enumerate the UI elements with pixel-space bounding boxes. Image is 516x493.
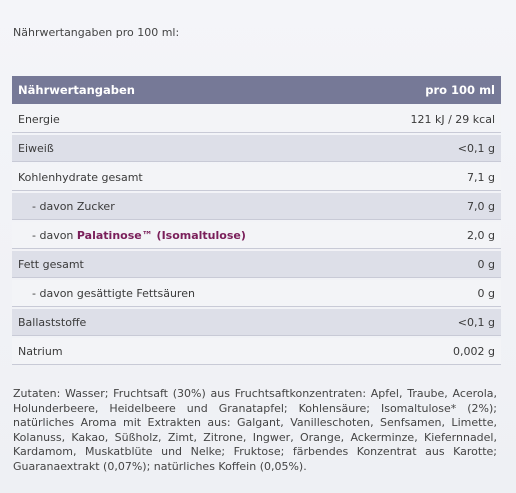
row-label: Kohlenhydrate gesamt — [12, 164, 361, 191]
row-amount: 0,002 g — [360, 338, 501, 365]
row-amount: <0,1 g — [360, 309, 501, 336]
table-header-row: Nährwertangaben pro 100 ml — [12, 76, 501, 104]
header-label: Nährwertangaben — [12, 76, 361, 104]
header-amount: pro 100 ml — [360, 76, 501, 104]
row-label-prefix: - davon — [32, 228, 77, 242]
row-label: Fett gesamt — [12, 251, 361, 278]
row-label: Eiweiß — [12, 135, 361, 162]
table-row-palatinose: - davon Palatinose™ (Isomaltulose) 2,0 g — [12, 222, 501, 249]
table-row-protein: Eiweiß <0,1 g — [12, 135, 501, 162]
table-row-sugar: - davon Zucker 7,0 g — [12, 193, 501, 220]
table-row-saturated-fat: - davon gesättigte Fettsäuren 0 g — [12, 280, 501, 307]
table-row-carbohydrates: Kohlenhydrate gesamt 7,1 g — [12, 164, 501, 191]
row-label: - davon Palatinose™ (Isomaltulose) — [12, 222, 361, 249]
row-amount: 2,0 g — [360, 222, 501, 249]
nutrition-heading: Nährwertangaben pro 100 ml: — [13, 26, 180, 39]
table-row-fat: Fett gesamt 0 g — [12, 251, 501, 278]
table-row-energy: Energie 121 kJ / 29 kcal — [12, 106, 501, 133]
row-amount: 7,1 g — [360, 164, 501, 191]
row-amount: 0 g — [360, 251, 501, 278]
row-label: Ballaststoffe — [12, 309, 361, 336]
row-amount: <0,1 g — [360, 135, 501, 162]
nutrition-table: Nährwertangaben pro 100 ml Energie 121 k… — [12, 74, 501, 367]
row-label: Energie — [12, 106, 361, 133]
row-amount: 121 kJ / 29 kcal — [360, 106, 501, 133]
row-label: Natrium — [12, 338, 361, 365]
row-label: - davon gesättigte Fettsäuren — [12, 280, 361, 307]
table-row-sodium: Natrium 0,002 g — [12, 338, 501, 365]
row-amount: 0 g — [360, 280, 501, 307]
table-row-fiber: Ballaststoffe <0,1 g — [12, 309, 501, 336]
row-label: - davon Zucker — [12, 193, 361, 220]
row-amount: 7,0 g — [360, 193, 501, 220]
ingredients-text: Zutaten: Wasser; Fruchtsaft (30%) aus Fr… — [13, 387, 497, 473]
palatinose-highlight: Palatinose™ (Isomaltulose) — [76, 228, 246, 242]
